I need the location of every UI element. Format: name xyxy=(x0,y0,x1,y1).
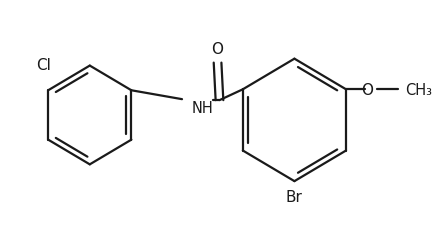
Text: O: O xyxy=(212,42,224,56)
Text: Br: Br xyxy=(286,189,303,204)
Text: Cl: Cl xyxy=(36,58,51,73)
Text: CH₃: CH₃ xyxy=(406,82,433,97)
Text: NH: NH xyxy=(191,100,213,115)
Text: O: O xyxy=(361,82,373,97)
